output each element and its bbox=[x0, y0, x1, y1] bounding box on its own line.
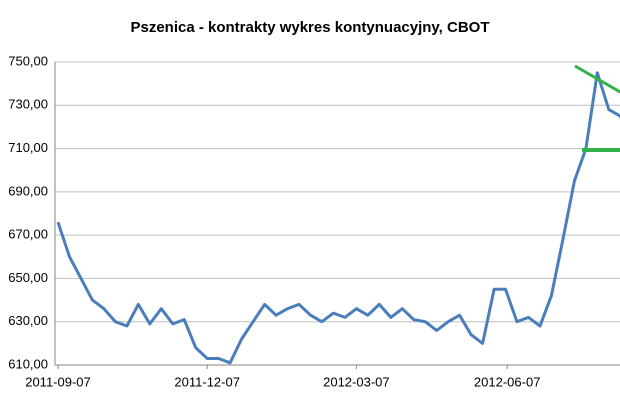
x-tick-label: 2012-03-07 bbox=[323, 374, 390, 389]
chart-title: Pszenica - kontrakty wykres kontynuacyjn… bbox=[130, 19, 489, 36]
y-tick-label: 690,00 bbox=[8, 183, 48, 198]
data-line bbox=[56, 71, 620, 365]
x-tick-label: 2012-06-07 bbox=[474, 374, 541, 389]
x-tick-label: 2011-12-07 bbox=[174, 374, 240, 389]
x-tick-label: 2011-09-07 bbox=[25, 374, 91, 389]
y-tick-label: 710,00 bbox=[8, 140, 48, 155]
y-tick-label: 610,00 bbox=[8, 356, 48, 371]
trend-line bbox=[574, 64, 620, 94]
y-tick-label: 750,00 bbox=[8, 53, 48, 68]
y-tick-label: 630,00 bbox=[8, 313, 48, 328]
y-tick-label: 650,00 bbox=[8, 270, 48, 285]
y-tick-label: 670,00 bbox=[8, 227, 48, 242]
y-tick-label: 730,00 bbox=[8, 97, 48, 112]
